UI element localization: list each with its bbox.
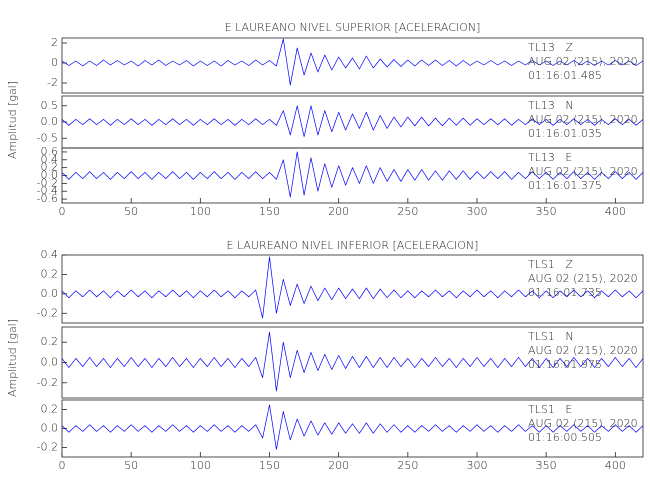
panel-frame	[61, 326, 644, 399]
x-tick-label: 200	[328, 205, 349, 218]
y-tick-label: 0.0	[41, 115, 59, 128]
y-tick-label: -0.2	[37, 176, 58, 189]
date-label: AUG 02 (215), 2020	[528, 417, 638, 430]
y-tick-label: -0.5	[37, 131, 58, 144]
y-tick-label: 2	[51, 36, 58, 49]
time-label: 01:16:00.505	[528, 431, 602, 444]
waveform	[61, 38, 644, 86]
waveform	[61, 105, 644, 137]
time-label: 01:16:01.035	[528, 127, 602, 140]
x-tick-label: 50	[124, 205, 138, 218]
panel-frame	[61, 37, 644, 94]
y-tick-label: -0.4	[37, 184, 58, 197]
y-tick-label: -0.6	[37, 192, 58, 205]
date-label: AUG 02 (215), 2020	[528, 55, 638, 68]
y-tick-label: 0.0	[41, 169, 59, 182]
date-label: AUG 02 (215), 2020	[528, 165, 638, 178]
x-tick-label: 350	[536, 459, 557, 472]
x-tick-label: 300	[467, 205, 488, 218]
y-tick-label: 0.2	[41, 161, 59, 174]
panel-frame	[61, 254, 644, 324]
y-tick-label: -0.2	[37, 376, 58, 389]
y-tick-label: 0.4	[41, 248, 59, 261]
station-label: TL13 Z	[528, 41, 573, 54]
y-tick-label: 0.0	[41, 287, 59, 300]
y-tick-label: 0.2	[41, 335, 59, 348]
panel-frame	[61, 399, 644, 458]
x-tick-label: 100	[190, 205, 211, 218]
panel-frame	[61, 147, 644, 204]
station-label: TLS1 N	[528, 330, 574, 343]
y-tick-label: 0.4	[41, 153, 59, 166]
chart-title: E LAUREANO NIVEL SUPERIOR [ACELERACION]	[225, 21, 481, 34]
station-label: TLS1 E	[528, 403, 572, 416]
waveform	[61, 256, 644, 319]
waveform	[61, 331, 644, 392]
station-label: TLS1 Z	[528, 258, 573, 271]
x-tick-label: 200	[328, 459, 349, 472]
x-tick-label: 350	[536, 205, 557, 218]
x-tick-label: 300	[467, 459, 488, 472]
date-label: AUG 02 (215), 2020	[528, 344, 638, 357]
station-label: TL13 E	[528, 151, 572, 164]
y-tick-label: 0.5	[41, 99, 59, 112]
y-tick-label: -2	[47, 76, 58, 89]
y-tick-label: 0	[51, 56, 58, 69]
station-label: TL13 N	[528, 99, 574, 112]
chart-title: E LAUREANO NIVEL INFERIOR [ACELERACION]	[227, 239, 479, 252]
time-label: 01:16:01.735	[528, 286, 602, 299]
waveform	[61, 404, 644, 450]
x-tick-label: 400	[605, 459, 626, 472]
x-tick-label: 100	[190, 459, 211, 472]
x-tick-label: 50	[124, 459, 138, 472]
time-label: 01:16:01.485	[528, 69, 602, 82]
time-label: 01:16:01.975	[528, 358, 602, 371]
x-tick-label: 250	[397, 205, 418, 218]
y-axis-label: Amplitud [gal]	[6, 319, 19, 397]
date-label: AUG 02 (215), 2020	[528, 113, 638, 126]
date-label: AUG 02 (215), 2020	[528, 272, 638, 285]
y-tick-label: -0.2	[37, 306, 58, 319]
y-tick-label: -0.2	[37, 441, 58, 454]
x-tick-label: 250	[397, 459, 418, 472]
x-tick-label: 150	[259, 205, 280, 218]
y-tick-label: 0.2	[41, 267, 59, 280]
time-label: 01:16:01.375	[528, 179, 602, 192]
y-tick-label: 0.6	[41, 145, 59, 158]
waveform	[61, 151, 644, 198]
y-axis-label: Amplitud [gal]	[6, 81, 19, 159]
x-tick-label: 0	[59, 205, 66, 218]
x-tick-label: 400	[605, 205, 626, 218]
y-tick-label: 0.0	[41, 356, 59, 369]
x-tick-label: 150	[259, 459, 280, 472]
x-tick-label: 0	[59, 459, 66, 472]
y-tick-label: 0.0	[41, 422, 59, 435]
y-tick-label: 0.2	[41, 403, 59, 416]
